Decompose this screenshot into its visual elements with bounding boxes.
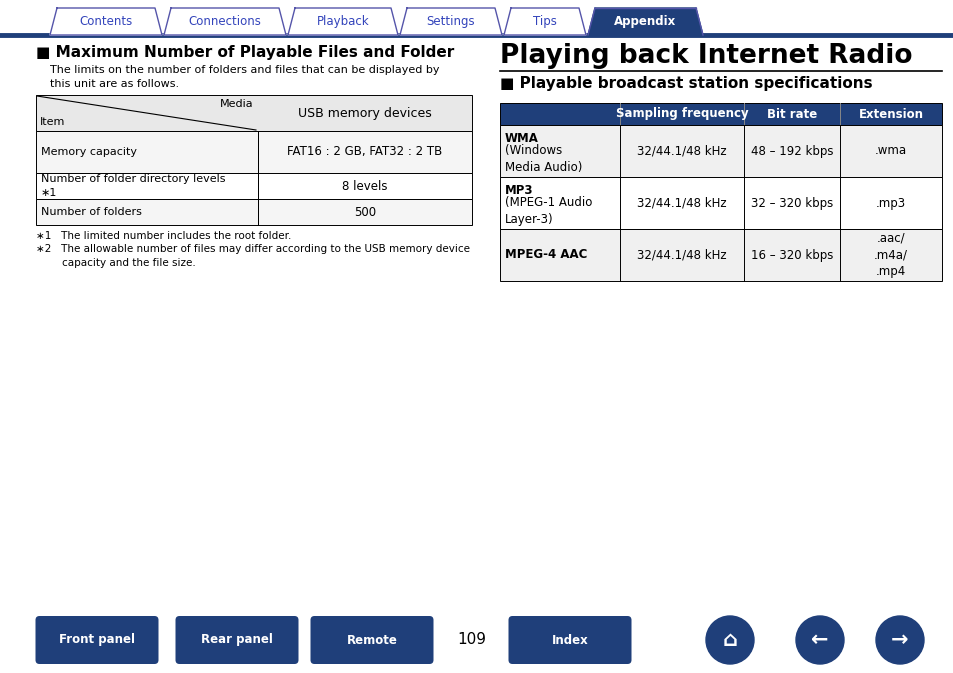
Text: Media: Media [220,99,253,109]
Text: Rear panel: Rear panel [201,633,273,647]
Text: ■ Playable broadcast station specifications: ■ Playable broadcast station specificati… [499,76,872,91]
Text: Extension: Extension [858,108,923,120]
Text: ∗1   The limited number includes the root folder.: ∗1 The limited number includes the root … [36,231,291,241]
Text: Number of folder directory levels
∗1: Number of folder directory levels ∗1 [41,174,225,198]
Text: 48 – 192 kbps: 48 – 192 kbps [750,145,832,157]
Polygon shape [288,8,397,35]
Text: 16 – 320 kbps: 16 – 320 kbps [750,248,832,262]
Text: Tips: Tips [533,15,557,28]
FancyBboxPatch shape [35,616,158,664]
Circle shape [875,616,923,664]
Text: MPEG-4 AAC: MPEG-4 AAC [504,248,587,262]
Polygon shape [399,8,501,35]
Polygon shape [50,8,162,35]
Text: 8 levels: 8 levels [342,180,387,192]
Circle shape [705,616,753,664]
Text: FAT16 : 2 GB, FAT32 : 2 TB: FAT16 : 2 GB, FAT32 : 2 TB [287,145,442,159]
Text: 32/44.1/48 kHz: 32/44.1/48 kHz [637,248,726,262]
Text: →: → [890,630,908,650]
Text: ⌂: ⌂ [721,630,737,650]
Text: Bit rate: Bit rate [766,108,817,120]
Text: Appendix: Appendix [614,15,676,28]
Text: Sampling frequency: Sampling frequency [615,108,747,120]
Polygon shape [503,8,585,35]
Text: MP3: MP3 [504,184,533,197]
Text: Number of folders: Number of folders [41,207,142,217]
Text: Memory capacity: Memory capacity [41,147,137,157]
FancyBboxPatch shape [310,616,433,664]
Text: .mp3: .mp3 [875,197,905,209]
Bar [499,177,941,229]
Text: 32 – 320 kbps: 32 – 320 kbps [750,197,832,209]
Bar [36,173,472,199]
Circle shape [795,616,843,664]
Text: (Windows
Media Audio): (Windows Media Audio) [504,144,581,174]
Text: Remote: Remote [346,633,397,647]
Text: Connections: Connections [189,15,261,28]
Polygon shape [587,8,702,35]
Text: ∗2   The allowable number of files may differ according to the USB memory device: ∗2 The allowable number of files may dif… [36,244,470,268]
FancyBboxPatch shape [508,616,631,664]
Text: Index: Index [551,633,588,647]
Text: ■ Maximum Number of Playable Files and Folder: ■ Maximum Number of Playable Files and F… [36,45,454,60]
Text: 500: 500 [354,205,375,219]
Text: WMA: WMA [504,132,538,145]
Bar [36,199,472,225]
Text: USB memory devices: USB memory devices [297,106,432,120]
Text: Contents: Contents [79,15,132,28]
Text: Playing back Internet Radio: Playing back Internet Radio [499,43,911,69]
Polygon shape [164,8,286,35]
Text: (MPEG-1 Audio
Layer-3): (MPEG-1 Audio Layer-3) [504,196,592,226]
Text: Front panel: Front panel [59,633,135,647]
Bar [499,103,941,125]
Text: 32/44.1/48 kHz: 32/44.1/48 kHz [637,145,726,157]
Text: .wma: .wma [874,145,906,157]
Text: Settings: Settings [426,15,475,28]
Bar [499,125,941,177]
Text: Item: Item [40,117,66,127]
Text: .aac/
.m4a/
.mp4: .aac/ .m4a/ .mp4 [873,232,907,279]
Text: 32/44.1/48 kHz: 32/44.1/48 kHz [637,197,726,209]
Bar [36,95,472,131]
Text: Playback: Playback [316,15,369,28]
Bar [36,131,472,173]
FancyBboxPatch shape [175,616,298,664]
Text: The limits on the number of folders and files that can be displayed by
this unit: The limits on the number of folders and … [50,65,439,89]
Text: 109: 109 [457,633,486,647]
Bar [499,229,941,281]
Text: ←: ← [810,630,828,650]
